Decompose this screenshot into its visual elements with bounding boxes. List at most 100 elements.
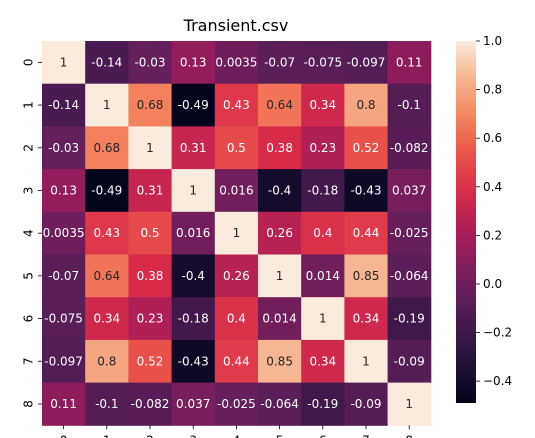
heatmap-cell	[42, 211, 86, 255]
cell-value-label: 0.44	[223, 354, 250, 368]
cell-value-label: -0.43	[350, 183, 381, 197]
heatmap-cell	[42, 41, 86, 85]
heatmap-cell	[301, 211, 345, 255]
cell-value-label: -0.075	[303, 55, 342, 69]
cell-value-label: 0.8	[97, 354, 116, 368]
heatmap-cell	[171, 126, 216, 170]
heatmap-cell	[214, 126, 259, 170]
heatmap-cell	[387, 254, 432, 298]
heatmap-cell	[85, 83, 129, 127]
cell-value-label: -0.43	[178, 354, 209, 368]
cell-value-label: 0.38	[266, 141, 293, 155]
heatmap-cell	[128, 83, 173, 127]
x-tick-label: 2	[146, 433, 154, 438]
cell-value-label: 0.43	[93, 226, 120, 240]
colorbar-tick-label: 0.4	[483, 180, 502, 194]
x-tick-label: 1	[103, 433, 111, 438]
heatmap-cell	[42, 254, 86, 298]
cell-value-label: 1	[233, 226, 241, 240]
heatmap-cell	[344, 339, 389, 384]
cell-value-label: 0.037	[392, 183, 426, 197]
x-tick-label: 6	[319, 433, 327, 438]
cell-value-label: 0.13	[180, 55, 207, 69]
cell-value-label: -0.097	[347, 55, 386, 69]
cell-value-label: 0.44	[353, 226, 380, 240]
heatmap-cell	[301, 382, 345, 426]
chart-title: Transient.csv	[183, 16, 289, 35]
cell-value-label: 0.0035	[215, 55, 257, 69]
cell-value-label: -0.49	[178, 98, 209, 112]
heatmap-cell	[344, 211, 389, 255]
heatmap-cell	[171, 83, 216, 127]
heatmap-cell	[171, 382, 216, 426]
cell-value-label: 1	[60, 55, 68, 69]
cell-value-label: 0.34	[93, 312, 120, 326]
cell-value-label: 0.5	[140, 226, 159, 240]
cell-value-label: -0.09	[350, 397, 381, 411]
cell-value-label: -0.097	[44, 354, 83, 368]
cell-value-label: 1	[189, 183, 197, 197]
cell-value-label: 1	[319, 312, 327, 326]
cell-value-label: 0.4	[313, 226, 332, 240]
heatmap-cell	[171, 169, 216, 213]
colorbar-tick-label: 1.0	[483, 34, 502, 48]
heatmap-cell	[128, 211, 173, 255]
cell-value-label: 0.52	[353, 141, 380, 155]
cell-value-label: 0.34	[309, 98, 336, 112]
cell-value-label: 0.13	[50, 183, 77, 197]
heatmap-cell	[171, 41, 216, 85]
heatmap-cell	[171, 211, 216, 255]
heatmap-cell	[258, 83, 302, 127]
heatmap-cell	[42, 126, 86, 170]
heatmap-cell	[214, 382, 259, 426]
heatmap-cell	[171, 339, 216, 384]
colorbar-tick-label: 0.8	[483, 83, 502, 97]
heatmap-cell	[301, 126, 345, 170]
colorbar-tick-label: 0.6	[483, 131, 502, 145]
heatmap-cell	[301, 169, 345, 213]
heatmap-cell	[42, 382, 86, 426]
heatmap-cell	[301, 339, 345, 384]
cell-value-label: -0.49	[91, 183, 122, 197]
heatmap-cell	[42, 339, 86, 384]
y-tick-label: 7	[22, 357, 36, 365]
heatmap-cell	[85, 297, 129, 341]
cell-value-label: 0.26	[223, 269, 250, 283]
x-tick-label: 7	[362, 433, 370, 438]
heatmap-cell	[214, 41, 259, 85]
heatmap-cell	[128, 126, 173, 170]
heatmap-cell	[42, 297, 86, 341]
heatmap-cell	[387, 211, 432, 255]
y-tick-label: 0	[22, 59, 36, 67]
heatmap-cell	[128, 297, 173, 341]
heatmap-cell	[171, 254, 216, 298]
heatmap-cell	[85, 41, 129, 85]
heatmap-cell	[387, 41, 432, 85]
cell-value-label: 0.68	[93, 141, 120, 155]
cell-value-label: 0.52	[137, 354, 164, 368]
y-tick-label: 8	[22, 400, 36, 408]
colorbar-tick-label: 0.0	[483, 277, 502, 291]
y-tick-label: 6	[22, 315, 36, 323]
cell-value-label: -0.07	[264, 55, 295, 69]
heatmap-cell	[42, 83, 86, 127]
cell-value-label: -0.064	[260, 397, 299, 411]
y-tick-label: 2	[22, 144, 36, 152]
cell-value-label: 0.31	[137, 183, 164, 197]
cell-value-label: 0.31	[180, 141, 207, 155]
heatmap-cell	[344, 254, 389, 298]
heatmap-cell	[344, 41, 389, 85]
heatmap-cell	[301, 41, 345, 85]
heatmap-cell	[258, 339, 302, 384]
cell-value-label: -0.07	[48, 269, 79, 283]
cell-value-label: 0.014	[306, 269, 340, 283]
heatmap-cell	[128, 339, 173, 384]
heatmap-cells: 1 -0.14 -0.03 0.13 0.0035 -0.07 -0.075 -0.097 0.…	[42, 41, 432, 426]
heatmap-cell	[42, 169, 86, 213]
heatmap-cell	[214, 339, 259, 384]
heatmap-cell	[128, 382, 173, 426]
heatmap-cell	[214, 254, 259, 298]
cell-value-label: 0.68	[137, 98, 164, 112]
y-tick-label: 5	[22, 272, 36, 280]
